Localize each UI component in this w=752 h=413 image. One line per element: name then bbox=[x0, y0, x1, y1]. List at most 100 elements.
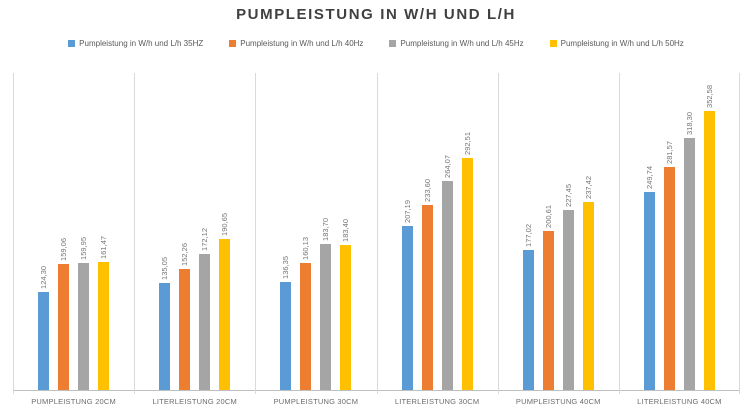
bar-with-label: 135,05 bbox=[159, 257, 171, 390]
category-axis-labels: PUMPLEISTUNG 20CM LITERLEISTUNG 20CM PUMPL… bbox=[0, 397, 752, 411]
bar bbox=[320, 244, 332, 390]
legend-label: Pumpleistung in W/h und L/h 40Hz bbox=[240, 39, 364, 48]
bar-value-label: 207,19 bbox=[402, 199, 412, 223]
legend-swatch-icon bbox=[549, 40, 557, 47]
category-gridline bbox=[619, 73, 620, 394]
category-gridline bbox=[13, 73, 14, 394]
bar bbox=[522, 249, 534, 390]
legend-label: Pumpleistung in W/h und L/h 50Hz bbox=[560, 39, 684, 48]
bar-value-label: 200,61 bbox=[543, 205, 553, 228]
legend-item: Pumpleistung in W/h und L/h 50Hz bbox=[549, 39, 684, 48]
bar bbox=[340, 244, 352, 390]
category-gridline bbox=[739, 73, 740, 394]
bar-value-label: 233,60 bbox=[422, 178, 432, 202]
bar-with-label: 318,30 bbox=[683, 111, 695, 390]
category-label: LITERLEISTUNG 40CM bbox=[637, 397, 722, 406]
category-gridline bbox=[377, 73, 378, 394]
bar bbox=[542, 231, 554, 390]
bar-with-label: 352,58 bbox=[703, 84, 715, 390]
bar-with-label: 190,65 bbox=[219, 213, 231, 390]
bar-value-label: 161,47 bbox=[99, 236, 109, 259]
bar-with-label: 161,47 bbox=[98, 236, 110, 390]
bar-with-label: 249,74 bbox=[643, 166, 655, 390]
bar-value-label: 237,42 bbox=[583, 175, 593, 199]
bar-value-label: 177,02 bbox=[523, 223, 533, 247]
bar bbox=[58, 263, 70, 390]
bar-group: 207,19 233,60 264,07 292,51 bbox=[377, 73, 498, 390]
bar-with-label: 292,51 bbox=[461, 132, 473, 390]
category-label: LITERLEISTUNG 20CM bbox=[152, 397, 237, 406]
legend-swatch-icon bbox=[389, 40, 397, 47]
bar bbox=[562, 209, 574, 390]
chart-title: PUMPLEISTUNG IN W/H UND L/H bbox=[236, 6, 516, 23]
bar bbox=[441, 180, 453, 390]
bar-value-label: 172,12 bbox=[200, 227, 210, 251]
category-label: PUMPLEISTUNG 20CM bbox=[31, 397, 116, 406]
bar-value-label: 264,07 bbox=[442, 154, 452, 178]
bar bbox=[401, 225, 413, 390]
bar-value-label: 249,74 bbox=[644, 166, 654, 190]
bar bbox=[663, 166, 675, 390]
bar-with-label: 237,42 bbox=[582, 175, 594, 390]
category-gridline bbox=[255, 73, 256, 394]
bar bbox=[280, 281, 292, 390]
bar bbox=[98, 262, 110, 390]
bar-group: 249,74 281,57 318,30 352,58 bbox=[619, 73, 740, 390]
bar bbox=[179, 269, 191, 390]
bar bbox=[159, 283, 171, 390]
bar bbox=[219, 238, 231, 390]
legend-label: Pumpleistung in W/h und L/h 45Hz bbox=[400, 39, 524, 48]
legend-label: Pumpleistung in W/h und L/h 35HZ bbox=[79, 39, 204, 48]
bar-with-label: 159,06 bbox=[58, 237, 70, 390]
category-label: LITERLEISTUNG 30CM bbox=[394, 397, 480, 406]
category-label: PUMPLEISTUNG 40CM bbox=[515, 397, 601, 406]
bar-with-label: 136,35 bbox=[280, 255, 292, 390]
plot-area: 124,30 159,06 159,95 161,47 135,05 152,26 172,… bbox=[13, 73, 740, 394]
bar bbox=[199, 253, 211, 390]
bar-group: 177,02 200,61 227,45 237,42 bbox=[498, 73, 619, 390]
bar-group: 135,05 152,26 172,12 190,65 bbox=[134, 73, 255, 390]
bar-with-label: 160,13 bbox=[300, 237, 312, 390]
bar-value-label: 183,70 bbox=[321, 218, 331, 242]
bar bbox=[38, 291, 50, 390]
legend-item: Pumpleistung in W/h und L/h 35HZ bbox=[68, 39, 203, 48]
bar-value-label: 183,40 bbox=[341, 218, 351, 242]
bar-value-label: 227,45 bbox=[563, 183, 573, 207]
legend-swatch-icon bbox=[229, 40, 237, 47]
bar-with-label: 200,61 bbox=[542, 205, 554, 390]
legend-swatch-icon bbox=[68, 40, 76, 47]
bar-value-label: 352,58 bbox=[704, 84, 714, 108]
legend: Pumpleistung in W/h und L/h 35HZ Pumpleis… bbox=[0, 39, 752, 48]
bar-value-label: 136,35 bbox=[281, 255, 291, 279]
bar-value-label: 135,05 bbox=[160, 257, 170, 280]
bar-value-label: 160,13 bbox=[301, 237, 311, 261]
bar-with-label: 177,02 bbox=[522, 223, 534, 390]
bar-value-label: 292,51 bbox=[462, 132, 472, 156]
bar-with-label: 159,95 bbox=[78, 237, 90, 390]
category-gridline bbox=[498, 73, 499, 394]
bar bbox=[643, 192, 655, 390]
bar-with-label: 233,60 bbox=[421, 178, 433, 390]
bar-with-label: 207,19 bbox=[401, 199, 413, 390]
bar bbox=[78, 263, 90, 390]
bar-value-label: 281,57 bbox=[664, 140, 674, 164]
bar-group: 136,35 160,13 183,70 183,40 bbox=[255, 73, 376, 390]
bar-group: 124,30 159,06 159,95 161,47 bbox=[13, 73, 134, 390]
bar-with-label: 264,07 bbox=[441, 154, 453, 390]
category-gridline bbox=[134, 73, 135, 394]
bar-with-label: 124,30 bbox=[38, 266, 50, 390]
bar-with-label: 152,26 bbox=[179, 243, 191, 390]
bar-value-label: 159,06 bbox=[59, 237, 69, 261]
bar-with-label: 172,12 bbox=[199, 227, 211, 390]
legend-item: Pumpleistung in W/h und L/h 45Hz bbox=[389, 39, 524, 48]
bar bbox=[582, 201, 594, 390]
bar-with-label: 281,57 bbox=[663, 140, 675, 390]
bar-value-label: 152,26 bbox=[180, 243, 190, 267]
bar bbox=[683, 137, 695, 390]
bar-value-label: 318,30 bbox=[684, 111, 694, 135]
bar-with-label: 183,40 bbox=[340, 218, 352, 390]
bar-with-label: 183,70 bbox=[320, 218, 332, 390]
bar bbox=[703, 110, 715, 390]
bar bbox=[421, 204, 433, 390]
